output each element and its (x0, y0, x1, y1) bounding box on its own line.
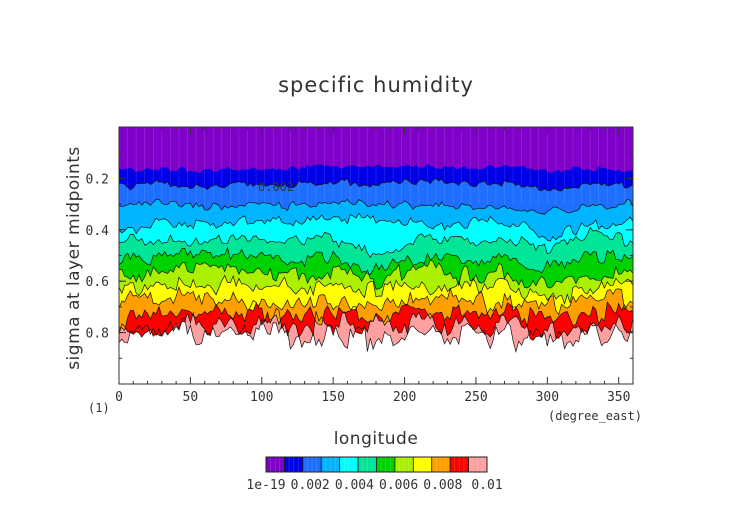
y-axis-label: sigma at layer midpoints (64, 146, 84, 370)
y-tick-label: 0.8 (86, 327, 109, 342)
colorbar-label: 0.004 (335, 478, 374, 493)
colorbar-label: 0.01 (471, 478, 502, 493)
isoline-0.002 (118, 198, 634, 215)
colorbar-label: 1e-19 (246, 478, 285, 493)
x-unit-label: (degree_east) (548, 409, 642, 423)
x-tick-label: 150 (321, 390, 344, 405)
colorbar-label: 0.006 (379, 478, 418, 493)
isoline-0.004 (118, 226, 634, 258)
isoline-0.010 (118, 307, 634, 341)
isoline-0.006 (118, 259, 634, 290)
x-tick-label: 50 (183, 390, 199, 405)
y-tick-label: 0.2 (86, 172, 109, 187)
colorbar-label: 0.002 (291, 478, 330, 493)
contour-lines (118, 177, 634, 354)
grid-lines (118, 127, 634, 205)
isoline-0.008 (118, 286, 634, 316)
contour-label: 0.002 (258, 180, 294, 194)
isoline-0.001 (119, 177, 634, 192)
isoline-0.005 (118, 246, 634, 276)
axes-ticks: 0 50 100 150 200 250 300 350 0.2 0.4 0.6 0.8 (86, 127, 634, 405)
colorbar-frame (265, 456, 488, 473)
colorbar-label: 0.008 (423, 478, 462, 493)
band-1e-19 (119, 127, 633, 174)
isoline-0.011 (118, 317, 634, 354)
x-tick-label: 100 (250, 390, 273, 405)
y-unit-label: (1) (88, 401, 110, 415)
isoline-0.009 (118, 299, 634, 331)
y-tick-label: 0.6 (86, 275, 109, 290)
isoline-0.007 (118, 274, 634, 306)
colorbar: 1e-19 0.002 0.004 0.006 0.008 0.01 (246, 456, 503, 493)
isoline-0.003 (118, 212, 634, 242)
x-tick-label: 350 (607, 390, 630, 405)
y-tick-label: 0.4 (86, 224, 110, 239)
x-tick-label: 0 (115, 390, 123, 405)
x-tick-label: 300 (536, 390, 559, 405)
x-tick-label: 250 (464, 390, 487, 405)
x-axis-label: longitude (334, 429, 419, 449)
chart-title: specific humidity (278, 73, 474, 97)
x-tick-label: 200 (393, 390, 416, 405)
